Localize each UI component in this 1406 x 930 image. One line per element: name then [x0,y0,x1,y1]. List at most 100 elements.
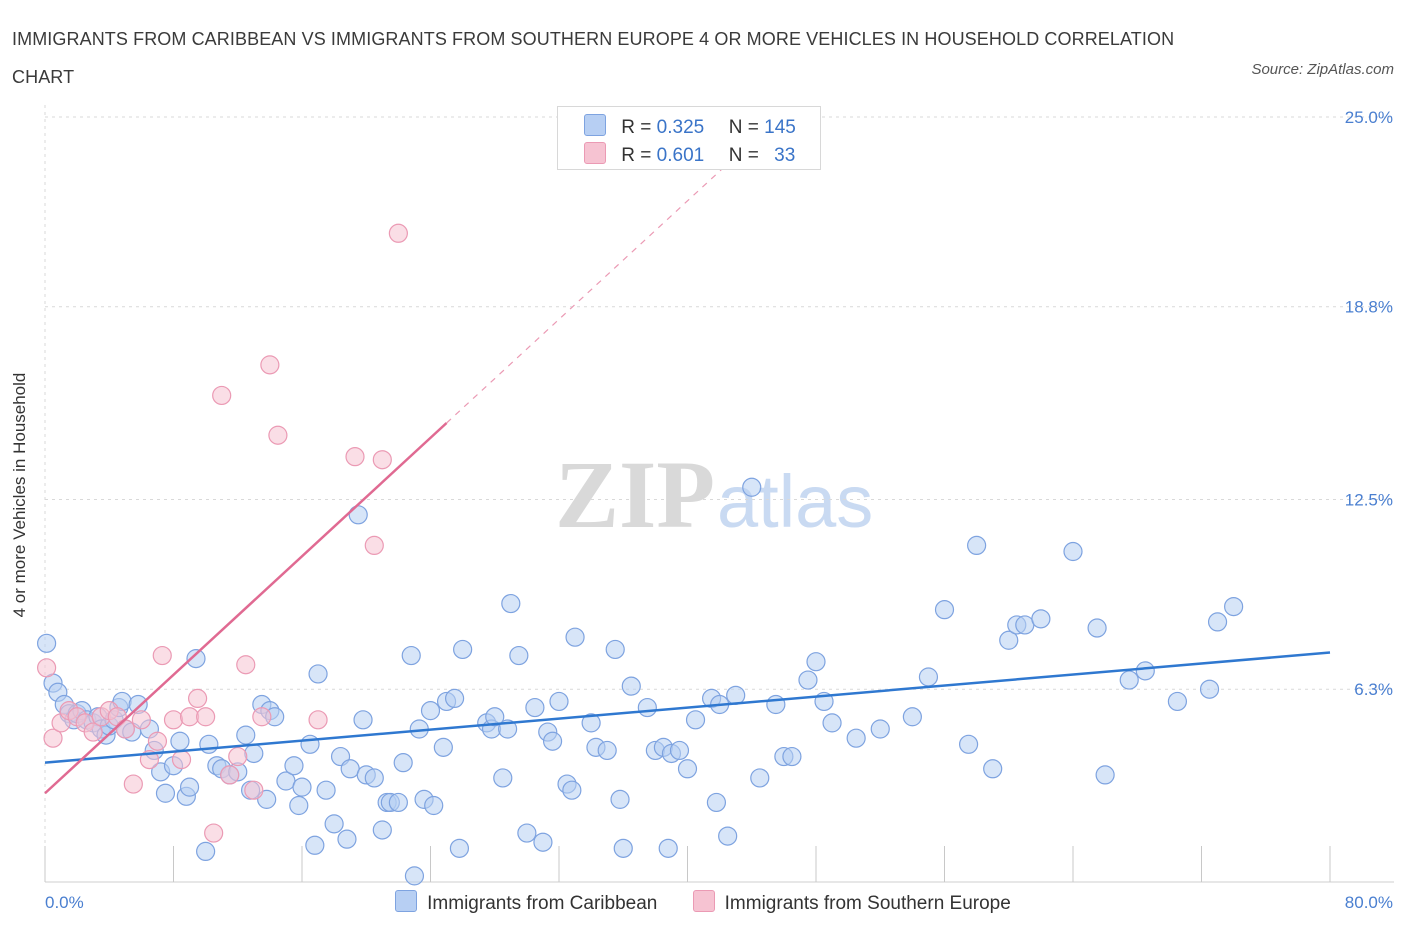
southern-europe-points [37,223,408,843]
caribbean-point [1015,615,1035,635]
caribbean-point [199,734,219,754]
caribbean-point [501,593,521,614]
caribbean-point [353,710,373,730]
caribbean-point [613,838,633,858]
caribbean-point [562,780,582,800]
caribbean-point [244,743,264,764]
southern-europe-point [244,780,264,800]
southern-europe-point [364,535,384,556]
caribbean-point [449,838,470,858]
x-tick-marks [44,846,1331,882]
caribbean-point [388,792,408,813]
y-tick-label: 12.5% [1345,491,1393,510]
caribbean-point [308,664,328,684]
caribbean-point [621,676,641,696]
caribbean-point [372,820,392,840]
caribbean-point [669,740,690,761]
trend-lines [44,148,1331,795]
caribbean-point [685,710,706,730]
southern-europe-trend-extension [446,148,745,424]
legend-label-caribbean: Immigrants from Caribbean [427,893,658,914]
southern-europe-point [152,645,172,666]
legend-r-label: R = [621,145,652,166]
southern-europe-point [220,765,240,785]
caribbean-point [870,719,890,739]
southern-europe-point [37,658,57,678]
legend-n-label: N = [728,145,759,166]
caribbean-point [1224,596,1244,617]
caribbean-point [565,627,585,647]
southern-europe-point [260,355,280,375]
y-tick-labels: 6.3% 12.5% 18.8% 25.0% [1345,108,1393,699]
caribbean-point [493,768,513,788]
series-legend: Immigrants from Caribbean Immigrants fro… [0,890,1406,915]
caribbean-point [1095,765,1115,785]
stats-legend: R = 0.325 N = 145 R = 0.601 N = 33 [557,106,821,170]
caribbean-point [658,838,678,858]
legend-swatch-blue [584,114,606,136]
legend-swatch-pink [584,142,606,164]
caribbean-point [958,734,979,754]
southern-europe-point [268,425,288,445]
caribbean-point [420,701,441,721]
caribbean-point [433,737,453,757]
caribbean-point [485,707,505,727]
caribbean-point [1135,661,1155,681]
southern-europe-trend-line [44,422,448,795]
legend-item-caribbean: Immigrants from Caribbean [395,890,657,915]
caribbean-point [37,633,57,653]
x-tick-left: 0.0% [45,893,84,912]
caribbean-point [1063,541,1083,562]
legend-label-southern-europe: Immigrants from Southern Europe [724,893,1011,914]
caribbean-point [597,740,617,761]
legend-n-label: N = [728,117,759,138]
caribbean-point [292,777,312,797]
southern-europe-point [228,746,248,767]
caribbean-point [525,697,545,718]
caribbean-point [1031,609,1051,629]
southern-europe-point [252,707,272,727]
legend-row-southern-europe: R = 0.601 N = 33 [584,142,795,166]
southern-europe-point [212,385,232,406]
southern-europe-point [388,223,408,243]
caribbean-point [533,832,553,852]
caribbean-point [902,707,922,727]
southern-europe-point [83,722,103,742]
southern-europe-point [372,450,392,470]
caribbean-point [453,639,473,660]
southern-europe-point [123,774,143,794]
caribbean-point [284,756,304,776]
source-label: Source: ZipAtlas.com [1251,61,1394,78]
caribbean-point [581,713,601,733]
caribbean-point [305,835,325,855]
caribbean-point [610,789,630,809]
caribbean-point [300,734,320,754]
y-tick-label: 25.0% [1345,108,1393,127]
caribbean-point [934,600,955,620]
southern-europe-point [115,719,135,739]
legend-item-southern-europe: Immigrants from Southern Europe [692,890,1011,915]
legend-r-value: 0.601 [656,145,705,166]
caribbean-point [822,713,842,733]
chart-title: IMMIGRANTS FROM CARIBBEAN VS IMMIGRANTS … [12,29,1175,87]
caribbean-point [1207,612,1228,632]
x-tick-right: 80.0% [1345,893,1393,912]
y-tick-label: 18.8% [1345,298,1393,317]
legend-n-value: 33 [774,145,796,166]
caribbean-point [348,505,368,525]
caribbean-point [706,792,727,813]
caribbean-point [155,783,176,803]
southern-europe-point [179,707,200,727]
caribbean-point [444,688,465,709]
caribbean-point [337,829,357,849]
caribbean-point [324,814,344,834]
caribbean-point [918,667,939,687]
southern-europe-point [131,710,151,730]
caribbean-point [1199,679,1220,699]
caribbean-point [186,649,206,669]
caribbean-point [316,780,336,800]
caribbean-point [605,639,625,660]
legend-row-caribbean: R = 0.325 N = 145 [584,114,796,138]
caribbean-point [967,535,987,556]
